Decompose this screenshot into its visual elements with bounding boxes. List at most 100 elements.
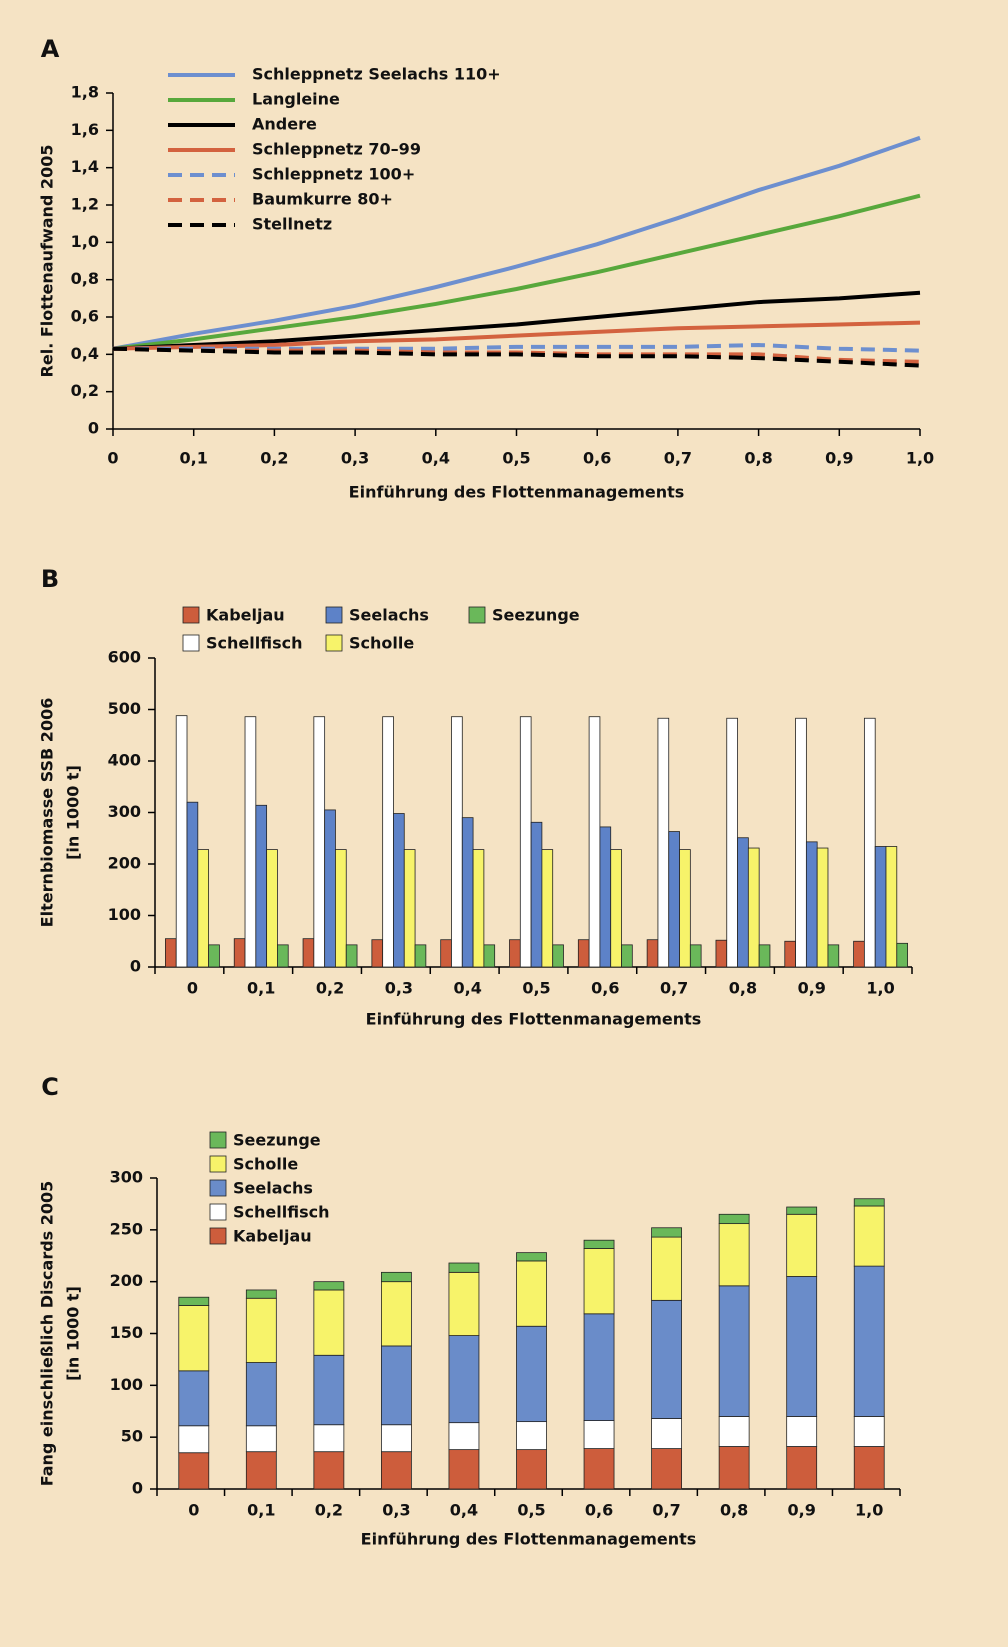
bar-segment (178, 1425, 210, 1454)
legend-label: Schleppnetz Seelachs 110+ (252, 65, 501, 84)
bar-segment (718, 1223, 750, 1287)
bar-segment (651, 1236, 682, 1301)
x-tick-label: 0 (107, 449, 118, 468)
legend-label: Andere (252, 115, 317, 134)
bar (440, 939, 452, 968)
bar-segment (786, 1416, 818, 1447)
bar (668, 831, 680, 968)
legend-swatch (209, 1227, 227, 1245)
bar-segment (651, 1227, 682, 1238)
bar (588, 716, 601, 968)
y-axis-label: [in 1000 t] (64, 765, 83, 860)
panel-label: C (41, 1073, 59, 1101)
bar (483, 944, 496, 968)
bar-segment (718, 1213, 750, 1225)
bar (335, 849, 347, 968)
bar (244, 716, 257, 968)
legend-label: Kabeljau (206, 606, 285, 625)
y-tick-label: 1,2 (71, 195, 99, 214)
bar (266, 849, 278, 968)
bar-segment (718, 1446, 750, 1490)
bar (414, 944, 427, 968)
series-line (112, 320, 921, 351)
x-tick-label: 1,0 (906, 449, 934, 468)
bar (403, 849, 416, 968)
legend-label: Seelachs (349, 606, 429, 625)
bar-segment (178, 1296, 210, 1306)
bar (233, 938, 246, 968)
y-axis-label: Elternbiomasse SSB 2006 (38, 698, 57, 928)
bar (863, 717, 876, 968)
legend-swatch (325, 606, 343, 624)
bar (175, 715, 188, 968)
bar-segment (448, 1262, 480, 1273)
bar-segment (516, 1260, 547, 1327)
bar-segment (245, 1425, 277, 1453)
bar (165, 938, 177, 968)
bar-segment (853, 1205, 885, 1267)
bar-segment (853, 1416, 885, 1447)
x-axis-label: Einführung des Flottenmanagements (361, 1530, 697, 1549)
bar (197, 849, 210, 968)
bar-segment (178, 1305, 210, 1372)
bar-segment (718, 1285, 750, 1417)
bar-segment (313, 1424, 345, 1453)
bar-segment (381, 1281, 412, 1347)
bar (599, 826, 612, 968)
bar-segment (178, 1370, 210, 1427)
x-tick-label: 0,3 (382, 1501, 410, 1520)
bar (577, 939, 590, 968)
bar (679, 849, 691, 968)
bar-segment (245, 1451, 277, 1490)
bar (726, 717, 738, 968)
bar-segment (381, 1271, 412, 1283)
bar (382, 716, 394, 968)
bar-segment (313, 1281, 345, 1291)
bar (509, 939, 521, 968)
x-tick-label: 0,9 (788, 1501, 816, 1520)
bar-segment (651, 1418, 682, 1449)
bar-segment (178, 1452, 210, 1490)
legend-label: Seelachs (233, 1179, 313, 1198)
bar-segment (448, 1271, 480, 1336)
bar (816, 847, 829, 968)
y-tick-label: 250 (110, 1219, 143, 1238)
bar (541, 849, 554, 968)
y-axis-label: [in 1000 t] (64, 1286, 83, 1381)
y-tick-label: 0,2 (71, 381, 99, 400)
bar-segment (853, 1265, 885, 1417)
bar-segment (516, 1449, 547, 1490)
series-line (112, 135, 921, 351)
bar-segment (651, 1448, 682, 1490)
y-tick-label: 1,8 (71, 83, 99, 102)
y-tick-label: 400 (108, 751, 141, 770)
x-tick-label: 0,4 (450, 1501, 478, 1520)
bar-segment (381, 1345, 412, 1426)
bar-segment (245, 1297, 277, 1363)
x-tick-label: 0,2 (316, 979, 344, 998)
y-tick-label: 1,6 (71, 120, 99, 139)
bar (885, 846, 898, 968)
panel-label: A (41, 35, 60, 63)
bar-segment (853, 1198, 885, 1207)
bar-segment (786, 1276, 818, 1417)
bar (689, 944, 702, 968)
x-tick-label: 0,3 (385, 979, 413, 998)
x-tick-label: 0,4 (422, 449, 450, 468)
bar-segment (313, 1451, 345, 1490)
y-tick-label: 0,4 (71, 344, 99, 363)
legend-label: Langleine (252, 90, 340, 109)
y-tick-label: 0 (130, 957, 141, 976)
bar (737, 837, 749, 968)
y-tick-label: 50 (121, 1427, 143, 1446)
series-line (112, 290, 921, 351)
legend-label: Stellnetz (252, 215, 332, 234)
x-tick-label: 0,5 (522, 979, 550, 998)
bar (784, 940, 796, 968)
bar-segment (516, 1325, 547, 1423)
bar (610, 849, 622, 968)
bar-segment (516, 1421, 547, 1451)
bar-segment (583, 1448, 615, 1490)
legend-swatch (468, 606, 486, 624)
